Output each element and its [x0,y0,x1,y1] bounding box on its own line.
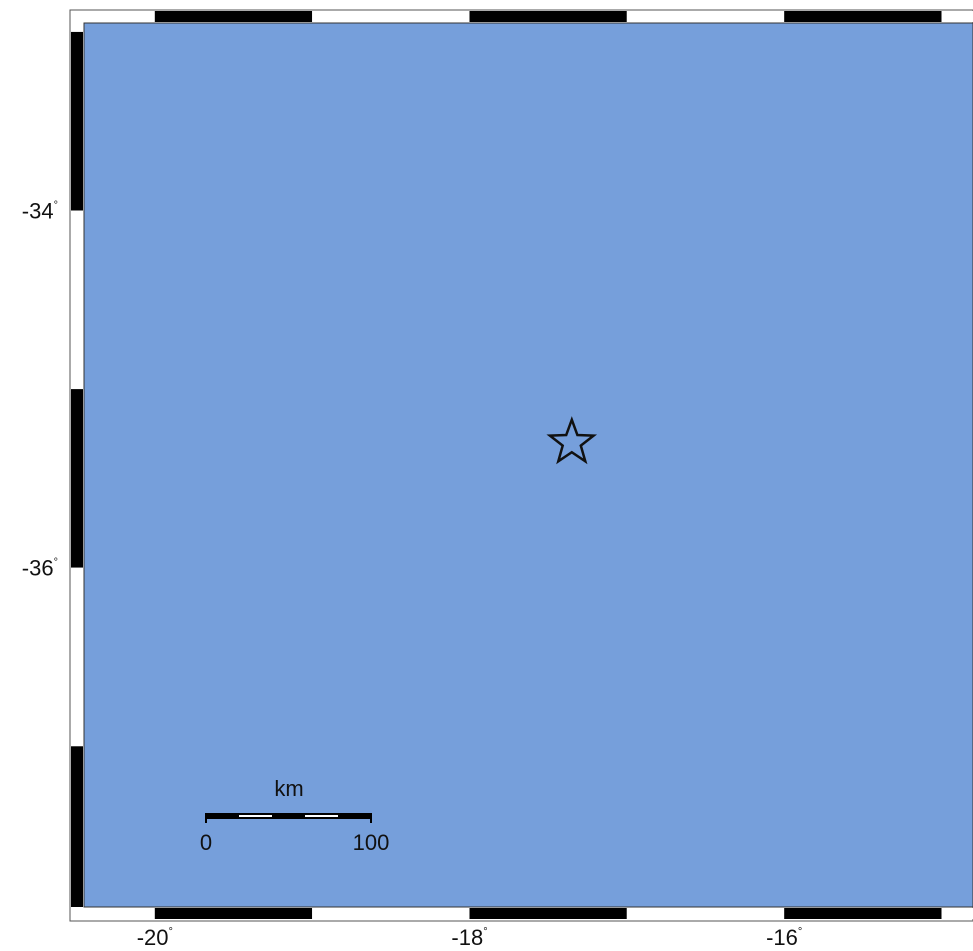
longitude-tick-label: -20° [137,925,173,950]
frame-segment [784,908,942,919]
frame-segment [469,11,627,22]
ocean-area [84,23,973,907]
scale-bar-segment-light-1 [239,815,272,817]
frame-segment [941,11,973,22]
frame-segment [626,11,785,22]
frame-segment [71,746,83,907]
scale-bar-segment-light-2 [305,815,338,817]
map-inner-border [83,22,973,908]
frame-segment [154,908,313,919]
scale-unit-label: km [274,776,303,801]
latitude-labels: -34° -36° [22,199,58,581]
longitude-labels: -20° -18° -16° [137,925,803,950]
scale-left-label: 0 [200,830,212,855]
frame-segment [941,908,973,919]
frame-segment [312,11,470,22]
frame-segment [71,389,83,568]
frame-top-border [84,11,973,22]
frame-segment [154,11,313,22]
frame-bottom-border [84,908,973,919]
latitude-tick-label: -36° [22,556,58,581]
frame-segment [84,908,155,919]
frame-segment [71,23,83,32]
frame-segment [71,210,83,390]
scale-bar: km 0 100 [200,776,389,855]
frame-segment [71,31,83,211]
frame-segment [784,11,942,22]
frame-segment [84,11,155,22]
scale-right-label: 100 [353,830,390,855]
latitude-tick-label: -34° [22,199,58,224]
frame-segment [312,908,470,919]
frame-left-border [71,23,83,907]
frame-segment [626,908,785,919]
longitude-tick-label: -16° [766,925,802,950]
frame-segment [71,567,83,747]
scale-bar-track [206,813,371,819]
frame-segment [469,908,627,919]
star-icon [546,416,598,465]
longitude-tick-label: -18° [451,925,487,950]
